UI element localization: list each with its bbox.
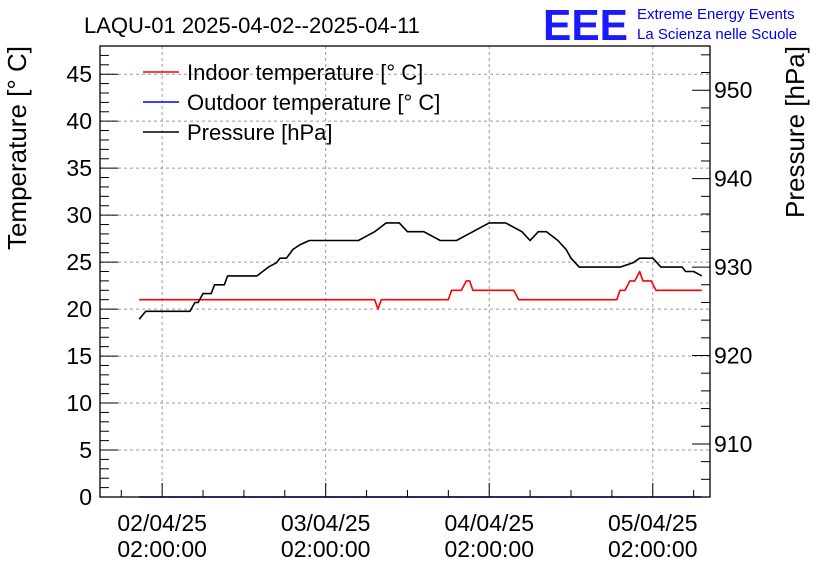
y-tick-label: 15	[66, 343, 92, 369]
x-tick-label-time: 02:00:00	[444, 536, 534, 562]
y-tick-label: 40	[66, 108, 92, 134]
x-tick-label-time: 02:00:00	[117, 536, 207, 562]
x-tick-label-date: 03/04/25	[281, 510, 371, 536]
axis-tick-labels: 0 5 10 15 20 25 30 35 40 45 910 920 930 940 950 02/04/2…	[66, 61, 752, 562]
legend-label-indoor: Indoor temperature [° C]	[187, 60, 423, 85]
y-axis-label: Temperature [° C]	[2, 46, 32, 250]
y-tick-label: 10	[66, 390, 92, 416]
chart-title: LAQU-01 2025-04-02--2025-04-11	[84, 13, 420, 38]
series-line-indoor	[139, 270, 702, 310]
y-tick-label: 5	[79, 437, 92, 463]
x-tick-label-date: 05/04/25	[608, 510, 698, 536]
y-tick-label: 25	[66, 249, 92, 275]
x-tick-label-date: 02/04/25	[117, 510, 207, 536]
logo-line2: La Scienza nelle Scuole	[637, 26, 797, 43]
y2-axis-label: Pressure [hPa]	[780, 46, 810, 218]
y-tick-label: 20	[66, 296, 92, 322]
y-tick-label: 30	[66, 202, 92, 228]
y2-tick-label: 950	[714, 77, 752, 103]
y2-tick-label: 930	[714, 254, 752, 280]
legend-label-outdoor: Outdoor temperature [° C]	[187, 90, 440, 115]
logo-line1: Extreme Energy Events	[637, 6, 795, 23]
legend: Indoor temperature [° C] Outdoor tempera…	[143, 60, 440, 145]
series-line-pressure	[138, 222, 703, 320]
axis-ticks	[100, 45, 710, 498]
y2-tick-label: 940	[714, 166, 752, 192]
y-tick-label: 45	[66, 61, 92, 87]
y2-tick-label: 920	[714, 343, 752, 369]
series-lines	[138, 222, 703, 498]
x-tick-label-time: 02:00:00	[281, 536, 371, 562]
y2-tick-label: 910	[714, 431, 752, 457]
x-tick-label-date: 04/04/25	[444, 510, 534, 536]
legend-label-pressure: Pressure [hPa]	[187, 120, 333, 145]
logo-mark: EEE	[543, 1, 628, 50]
x-tick-label-time: 02:00:00	[608, 536, 698, 562]
y-tick-label: 35	[66, 155, 92, 181]
eee-logo: EEE Extreme Energy Events La Scienza nel…	[543, 1, 797, 50]
y-tick-label: 0	[79, 484, 92, 510]
